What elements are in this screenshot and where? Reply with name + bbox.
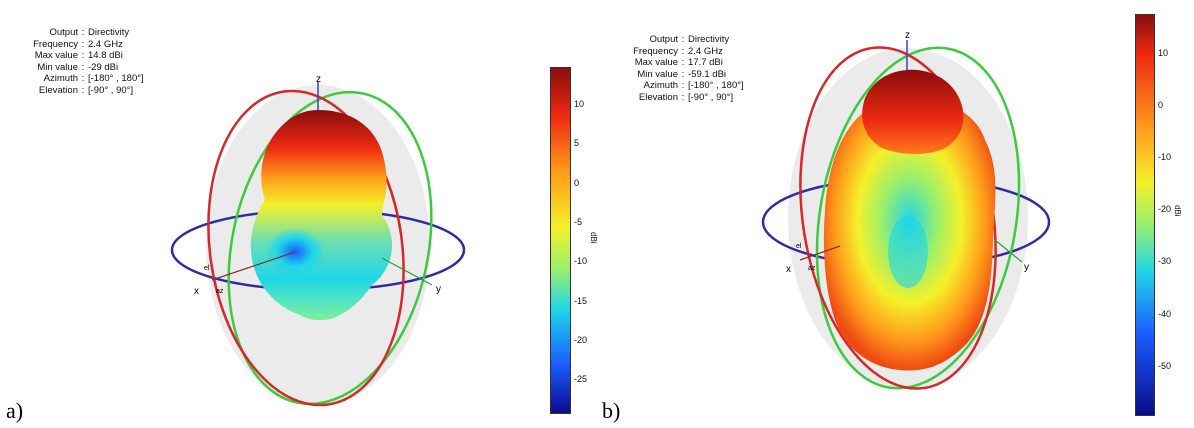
info-row: Frequency:2.4 GHz bbox=[0, 39, 144, 51]
info-row: Frequency:2.4 GHz bbox=[600, 46, 744, 58]
radiation-top-lobe bbox=[862, 69, 964, 154]
info-row: Azimuth: [-180° , 180°] bbox=[0, 73, 144, 85]
y-axis bbox=[381, 257, 433, 286]
az-label: az bbox=[216, 288, 224, 295]
info-row: Min value: -29 dBi bbox=[0, 62, 144, 74]
info-value: [-180° , 180°] bbox=[688, 80, 744, 91]
info-key: Output bbox=[49, 27, 78, 38]
x-axis bbox=[211, 251, 296, 281]
colorbar-tick-label: 5 bbox=[574, 138, 580, 149]
colorbar-tick-label: -20 bbox=[574, 335, 588, 346]
info-block: Output: Directivity Frequency:2.4 GHz Max… bbox=[0, 27, 144, 96]
info-key: Azimuth bbox=[643, 80, 678, 91]
info-row: Elevation: [-90° , 90°] bbox=[0, 85, 144, 97]
radiation-pattern-b: z x y el az bbox=[761, 30, 1051, 390]
info-value: Directivity bbox=[688, 34, 730, 45]
panel-label: a) bbox=[6, 398, 24, 423]
x-axis-label: x bbox=[786, 264, 791, 275]
colorbar-tick-label: 10 bbox=[574, 98, 585, 109]
az-label: az bbox=[808, 265, 816, 272]
colorbar-tick-label: 10 bbox=[1158, 48, 1169, 59]
colorbar-tick-label: 0 bbox=[1158, 100, 1164, 111]
info-key: Max value bbox=[634, 57, 678, 68]
info-value: 2.4 GHz bbox=[688, 45, 723, 57]
radiation-pattern-a: z x y el az bbox=[170, 74, 466, 407]
info-value: -29 dBi bbox=[88, 61, 119, 73]
x-axis-label: x bbox=[194, 286, 199, 297]
info-key: Elevation bbox=[38, 84, 78, 96]
colorbar-tick-label: -50 bbox=[1158, 360, 1172, 371]
info-key: Frequency bbox=[633, 45, 678, 57]
info-value: -59.1 dBi bbox=[688, 68, 727, 80]
info-value: 17.7 dBi bbox=[688, 57, 723, 68]
info-value: Directivity bbox=[88, 27, 130, 38]
z-axis-label: z bbox=[316, 74, 321, 85]
y-axis bbox=[994, 239, 1023, 263]
info-block: Output: Directivity Frequency:2.4 GHz Max… bbox=[600, 34, 744, 103]
info-row: Max value:14.8 dBi bbox=[0, 50, 144, 62]
info-key: Elevation bbox=[638, 91, 678, 103]
colorbar-unit: dBi bbox=[589, 232, 598, 244]
info-key: Output bbox=[649, 34, 678, 45]
colorbar-tick-label: -5 bbox=[574, 216, 583, 227]
info-value: [-180° , 180°] bbox=[88, 73, 144, 84]
colorbar-tick-label: -25 bbox=[574, 374, 588, 385]
info-row: Azimuth: [-180° , 180°] bbox=[600, 80, 744, 92]
colorbar-b bbox=[1135, 14, 1155, 416]
info-key: Min value bbox=[637, 68, 678, 80]
elevation-ring-red bbox=[207, 89, 405, 407]
panel-label: b) bbox=[602, 398, 621, 423]
colorbar-tick-label: -20 bbox=[1158, 204, 1172, 215]
info-row: Output: Directivity bbox=[600, 34, 744, 46]
colorbar-tick-label: -15 bbox=[574, 295, 588, 306]
info-row: Min value: -59.1 dBi bbox=[600, 69, 744, 81]
info-key: Frequency bbox=[33, 38, 78, 50]
el-label: el bbox=[796, 243, 802, 250]
info-row: Elevation: [-90° , 90°] bbox=[600, 92, 744, 104]
panel-a: Output: Directivity Frequency:2.4 GHz Max… bbox=[0, 27, 598, 423]
colorbar-tick-label: -10 bbox=[574, 256, 588, 267]
colorbar-a bbox=[550, 67, 571, 414]
colorbar-tick-label: 0 bbox=[574, 177, 580, 188]
info-value: [-90° , 90°] bbox=[688, 91, 734, 103]
y-axis-label: y bbox=[436, 284, 441, 295]
info-key: Max value bbox=[34, 50, 78, 61]
colorbar-tick-label: -40 bbox=[1158, 308, 1172, 319]
y-axis-label: y bbox=[1024, 262, 1029, 273]
panel-b: Output: Directivity Frequency:2.4 GHz Max… bbox=[600, 0, 1194, 428]
x-axis bbox=[799, 245, 841, 261]
colorbar-tick-label: -30 bbox=[1158, 256, 1172, 267]
info-value: 2.4 GHz bbox=[88, 38, 123, 50]
info-row: Output: Directivity bbox=[0, 27, 144, 39]
elevation-ring-green bbox=[815, 46, 1021, 390]
el-label: el bbox=[204, 265, 210, 272]
info-value: 14.8 dBi bbox=[88, 50, 123, 61]
z-axis-label: z bbox=[905, 30, 910, 41]
info-row: Max value:17.7 dBi bbox=[600, 57, 744, 69]
info-value: [-90° , 90°] bbox=[88, 84, 134, 96]
elevation-ring-green bbox=[227, 90, 433, 406]
info-key: Min value bbox=[37, 61, 78, 73]
colorbar-tick-label: -10 bbox=[1158, 152, 1172, 163]
info-key: Azimuth bbox=[43, 73, 78, 84]
colorbar-unit: dBi bbox=[1173, 205, 1182, 217]
lobe-null bbox=[888, 216, 928, 288]
